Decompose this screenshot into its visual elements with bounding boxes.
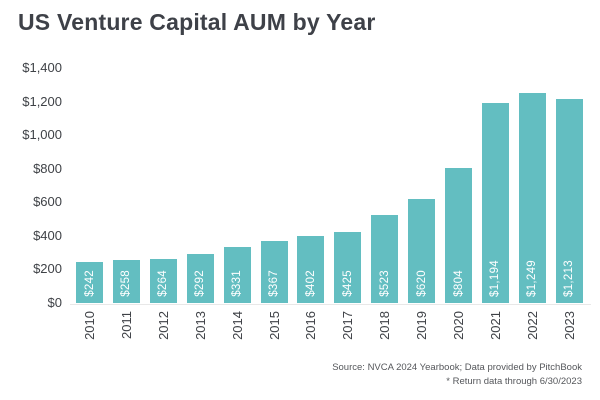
bar-2016: $402: [297, 235, 325, 303]
bar-value-label-2022: $1,249: [526, 260, 539, 297]
x-tick-text: 2020: [451, 311, 466, 340]
y-tick-label-800: $800: [33, 160, 62, 176]
bar-value-label-2010: $242: [83, 270, 96, 297]
bar-2018: $523: [371, 215, 399, 303]
bar-2012: $264: [149, 258, 177, 303]
x-tick-label-2022: 2022: [517, 311, 547, 340]
x-tick-label-2010: 2010: [75, 311, 105, 340]
y-tick-label-1000: $1,000: [22, 127, 62, 143]
x-tick-text: 2023: [561, 311, 577, 340]
bar-2019: $620: [408, 198, 436, 303]
x-tick-label-2014: 2014: [222, 311, 252, 340]
source-line-1: Source: NVCA 2024 Yearbook; Data provide…: [332, 362, 582, 373]
bar-value-label-2023: $1,213: [563, 260, 576, 297]
bar-2014: $331: [223, 247, 251, 303]
x-tick-label-2019: 2019: [407, 311, 437, 340]
bar-value-label-2014: $331: [231, 270, 244, 297]
bar-2023: $1,213: [555, 99, 583, 303]
bar-value-label-2016: $402: [304, 270, 317, 297]
bar-value-label-2011: $258: [120, 270, 133, 297]
bar-2020: $804: [445, 168, 472, 303]
bar-value-label-2021: $1,194: [489, 260, 502, 297]
x-tick-label-2012: 2012: [148, 311, 178, 340]
bar-2011: $258: [112, 259, 140, 303]
y-tick-label-400: $400: [33, 227, 62, 243]
bar-2022: $1,249: [518, 93, 546, 303]
x-tick-text: 2021: [487, 311, 503, 340]
y-tick-label-1200: $1,200: [22, 93, 62, 109]
x-tick-label-2013: 2013: [185, 311, 215, 340]
bar-2015: $367: [260, 241, 288, 303]
bar-value-label-2013: $292: [194, 270, 207, 297]
x-tick-text: 2012: [155, 311, 171, 340]
bar-value-label-2020: $804: [452, 270, 465, 297]
x-tick-label-2017: 2017: [333, 311, 363, 340]
y-tick-label-200: $200: [33, 261, 62, 277]
y-tick-label-1400: $1,400: [22, 60, 62, 75]
x-tick-text: 2015: [266, 311, 282, 340]
bar-2021: $1,194: [481, 102, 509, 303]
bar-2017: $425: [334, 231, 362, 303]
x-tick-label-2016: 2016: [296, 311, 326, 340]
x-tick-label-2018: 2018: [370, 311, 400, 340]
y-tick-label-600: $600: [33, 194, 62, 210]
x-tick-label-2021: 2021: [480, 311, 510, 340]
bar-value-label-2017: $425: [341, 270, 354, 297]
source-note: Source: NVCA 2024 Yearbook; Data provide…: [332, 361, 582, 388]
x-tick-label-2011: 2011: [111, 311, 141, 339]
x-tick-text: 2014: [229, 311, 245, 340]
x-tick-text: 2013: [192, 311, 208, 340]
bar-value-label-2012: $264: [157, 270, 170, 297]
x-axis-baseline: [70, 304, 591, 305]
x-tick-text: 2019: [414, 311, 430, 340]
chart-title: US Venture Capital AUM by Year: [18, 9, 376, 35]
bar-2010: $242: [76, 262, 103, 303]
x-tick-text: 2010: [82, 311, 97, 340]
x-tick-label-2020: 2020: [444, 311, 474, 340]
x-tick-text: 2016: [303, 311, 319, 340]
bar-2013: $292: [186, 253, 214, 303]
bar-value-label-2019: $620: [415, 270, 428, 297]
y-tick-label-0: $0: [47, 295, 62, 310]
bar-value-label-2018: $523: [378, 270, 391, 297]
x-tick-text: 2018: [377, 311, 393, 340]
x-tick-text: 2022: [524, 311, 540, 340]
x-tick-text: 2017: [340, 311, 356, 340]
bar-value-label-2015: $367: [268, 270, 280, 297]
x-tick-text: 2011: [118, 311, 134, 339]
x-tick-label-2015: 2015: [259, 311, 289, 340]
source-line-2: * Return data through 6/30/2023: [446, 375, 582, 387]
x-tick-label-2023: 2023: [554, 311, 584, 340]
